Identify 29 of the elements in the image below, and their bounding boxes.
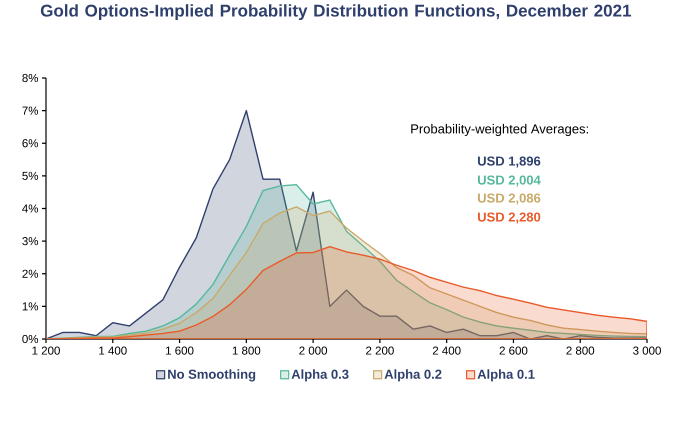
- legend-label: No Smoothing: [168, 369, 256, 382]
- legend-label: Alpha 0.1: [478, 369, 535, 382]
- x-tick-label: 2 000: [299, 346, 328, 355]
- x-tick-label: 1 800: [232, 346, 260, 355]
- y-tick-label: 8%: [22, 74, 38, 82]
- legend-label: Alpha 0.3: [292, 369, 349, 382]
- x-tick-label: 2 400: [432, 346, 461, 355]
- y-tick-label: 1%: [22, 302, 38, 310]
- legend-label: Alpha 0.2: [384, 369, 442, 382]
- y-tick-label: 3%: [22, 237, 38, 246]
- x-tick-label: 3 000: [633, 346, 661, 355]
- y-tick-label: 2%: [22, 270, 38, 278]
- x-tick-label: 2 600: [500, 346, 528, 355]
- y-tick-label: 0%: [22, 334, 38, 344]
- y-tick-label: 4%: [22, 204, 38, 213]
- annotation: USD 2,086: [478, 193, 540, 205]
- y-tick-label: 6%: [22, 139, 38, 148]
- x-tick-label: 2 200: [366, 346, 394, 355]
- y-tick-label: 7%: [22, 106, 38, 115]
- x-tick-label: 1 400: [99, 346, 127, 355]
- annotation: Probability-weighted Averages:: [411, 124, 588, 136]
- annotation: USD 2,280: [478, 212, 540, 224]
- x-tick-label: 1 200: [32, 346, 60, 355]
- annotation: USD 1,896: [478, 156, 540, 168]
- x-tick-label: 1 600: [166, 346, 194, 355]
- chart-title: Gold Options-Implied Probability Distribution Functions, December 2021: [40, 4, 632, 20]
- x-tick-label: 2 800: [566, 346, 594, 355]
- annotation: USD 2,004: [478, 175, 541, 187]
- y-tick-label: 5%: [22, 172, 38, 180]
